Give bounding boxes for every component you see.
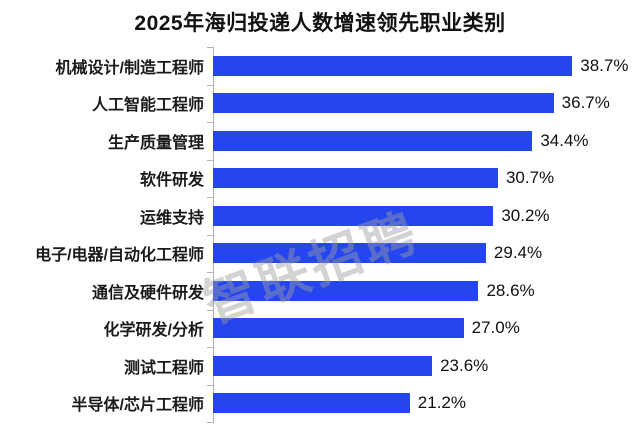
bar-track: 36.7%	[213, 85, 640, 123]
category-label: 生产质量管理	[107, 134, 204, 152]
bar	[213, 243, 486, 264]
axis-tick	[207, 159, 213, 161]
bar	[213, 280, 479, 301]
axis-tick	[207, 422, 213, 423]
bar-track: 27.0%	[213, 310, 640, 348]
axis-tick	[207, 309, 213, 311]
category-label: 软件研发	[139, 172, 204, 190]
bar-track: 34.4%	[213, 122, 640, 160]
category-label: 运维支持	[139, 209, 204, 227]
axis-tick	[207, 347, 213, 348]
bar-row: 通信及硬件研发 28.6%	[0, 272, 640, 310]
bar-row: 化学研发/分析 27.0%	[0, 310, 640, 348]
axis-tick	[207, 84, 213, 86]
category-label: 人工智能工程师	[91, 97, 204, 115]
axis-tick	[207, 384, 213, 386]
bar-row: 运维支持 30.2%	[0, 197, 640, 235]
value-label: 34.4%	[540, 130, 589, 150]
category-label: 通信及硬件研发	[91, 284, 204, 302]
bar	[213, 93, 554, 114]
bar	[213, 55, 573, 76]
bar	[213, 130, 533, 151]
value-label: 30.2%	[501, 205, 550, 225]
bar	[213, 168, 498, 189]
bar-row: 生产质量管理 34.4%	[0, 122, 640, 160]
value-label: 29.4%	[493, 243, 543, 263]
bar	[213, 355, 433, 376]
value-label: 30.7%	[505, 168, 555, 188]
chart-title: 2025年海归投递人数增速领先职业类别	[134, 12, 506, 35]
bar-row: 软件研发 30.7%	[0, 160, 640, 198]
bar-row: 电子/电器/自动化工程师 29.4%	[0, 235, 640, 273]
bar-track: 21.2%	[213, 385, 640, 423]
value-label: 27.0%	[471, 318, 520, 338]
bar-track: 28.6%	[213, 272, 640, 310]
bar-chart: 机械设计/制造工程师 38.7% 人工智能工程师 36.7% 生产质量管理 34.4% 软件…	[0, 47, 640, 422]
axis-tick	[207, 234, 213, 236]
value-label: 38.7%	[580, 55, 629, 75]
axis-tick	[207, 47, 213, 48]
bar-track: 23.6%	[213, 347, 640, 385]
value-label: 36.7%	[561, 93, 610, 113]
bar-row: 半导体/芯片工程师 21.2%	[0, 385, 640, 423]
bar	[213, 393, 410, 414]
bar-row: 人工智能工程师 36.7%	[0, 85, 640, 123]
bar	[213, 205, 494, 226]
bar-track: 38.7%	[213, 47, 640, 85]
bar-row: 测试工程师 23.6%	[0, 347, 640, 385]
bar-track: 30.2%	[213, 197, 640, 235]
bar	[213, 318, 464, 339]
category-label: 测试工程师	[123, 359, 204, 377]
axis-tick	[207, 122, 213, 123]
category-label: 电子/电器/自动化工程师	[35, 247, 204, 265]
axis-tick	[207, 272, 213, 273]
category-label: 半导体/芯片工程师	[71, 397, 204, 415]
category-label: 机械设计/制造工程师	[55, 59, 204, 77]
value-label: 21.2%	[417, 393, 466, 413]
value-label: 23.6%	[440, 355, 489, 375]
category-label: 化学研发/分析	[103, 322, 204, 340]
category-axis-line	[213, 47, 214, 423]
axis-tick	[207, 197, 213, 198]
value-label: 28.6%	[486, 280, 535, 300]
bar-track: 30.7%	[213, 160, 640, 198]
bar-row: 机械设计/制造工程师 38.7%	[0, 47, 640, 85]
bar-track: 29.4%	[213, 235, 640, 273]
